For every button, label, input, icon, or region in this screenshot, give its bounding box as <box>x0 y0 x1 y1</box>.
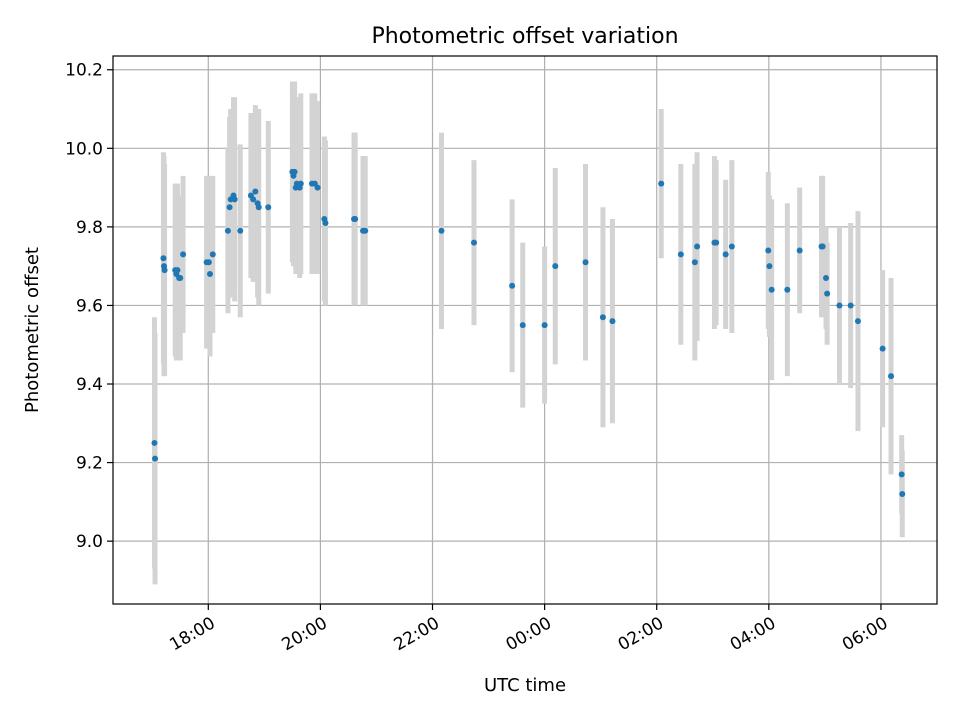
data-point <box>438 227 445 234</box>
data-point <box>691 259 698 266</box>
data-point <box>209 251 216 258</box>
y-axis-ticks: 9.0 9.2 9.4 9.6 9.8 10.0 10.2 <box>65 61 113 552</box>
data-point <box>541 322 548 329</box>
data-point <box>898 471 905 478</box>
data-point <box>224 227 231 234</box>
data-point <box>226 204 233 211</box>
data-point <box>180 251 187 258</box>
data-point <box>231 196 238 203</box>
data-point <box>252 188 259 195</box>
y-tick-label: 9.0 <box>76 532 103 552</box>
chart-title: Photometric offset variation <box>371 24 678 49</box>
data-point <box>819 243 826 250</box>
data-point <box>509 282 516 289</box>
data-points <box>151 168 906 498</box>
data-point <box>552 263 559 270</box>
data-point <box>352 216 359 223</box>
data-point <box>160 255 167 262</box>
data-point <box>519 322 526 329</box>
y-tick-label: 9.4 <box>76 375 103 395</box>
y-axis-label: Photometric offset <box>22 247 43 413</box>
data-point <box>694 243 701 250</box>
data-point <box>609 318 616 325</box>
data-point <box>161 267 168 274</box>
data-point <box>796 247 803 254</box>
data-point <box>768 286 775 293</box>
data-point <box>658 180 665 187</box>
data-point <box>582 259 589 266</box>
data-point <box>766 263 773 270</box>
data-point <box>722 251 729 258</box>
data-point <box>255 204 262 211</box>
data-point <box>470 239 477 246</box>
data-point <box>322 219 329 226</box>
data-point <box>362 227 369 234</box>
data-point <box>205 259 212 266</box>
data-point <box>823 274 830 281</box>
data-point <box>677 251 684 258</box>
data-point <box>152 455 159 462</box>
data-point <box>237 227 244 234</box>
data-point <box>174 267 181 274</box>
y-tick-label: 10.0 <box>65 139 103 159</box>
data-point <box>314 184 321 191</box>
data-point <box>879 345 886 352</box>
data-point <box>888 373 895 380</box>
y-tick-label: 9.6 <box>76 296 103 316</box>
data-point <box>297 180 304 187</box>
data-point <box>728 243 735 250</box>
data-point <box>177 274 184 281</box>
y-tick-label: 9.2 <box>76 454 103 474</box>
data-point <box>713 239 720 246</box>
data-point <box>265 204 272 211</box>
data-point <box>824 290 831 297</box>
y-tick-label: 10.2 <box>65 61 103 81</box>
data-point <box>151 439 158 446</box>
x-axis-label: UTC time <box>484 675 566 696</box>
data-point <box>206 271 213 278</box>
data-point <box>599 314 606 321</box>
plot-frame <box>112 55 938 605</box>
data-point <box>784 286 791 293</box>
data-point <box>854 318 861 325</box>
data-point <box>836 302 843 309</box>
data-point <box>847 302 854 309</box>
data-point <box>899 491 906 498</box>
y-tick-label: 9.8 <box>76 218 103 238</box>
data-point <box>250 196 257 203</box>
data-point <box>765 247 772 254</box>
data-point <box>291 168 298 175</box>
